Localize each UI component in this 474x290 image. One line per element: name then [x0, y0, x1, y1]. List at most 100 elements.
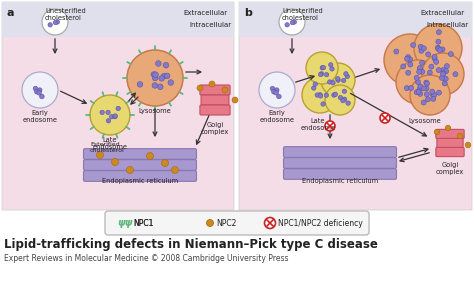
Circle shape	[285, 23, 289, 27]
Circle shape	[418, 84, 423, 89]
Circle shape	[152, 75, 158, 81]
Circle shape	[168, 80, 173, 85]
Circle shape	[222, 87, 228, 93]
Circle shape	[418, 66, 422, 70]
Circle shape	[445, 125, 451, 131]
Text: Lipid-trafficking defects in Niemann–Pick type C disease: Lipid-trafficking defects in Niemann–Pic…	[4, 238, 378, 251]
Bar	[239, 2, 472, 37]
Circle shape	[419, 48, 424, 53]
FancyBboxPatch shape	[83, 171, 197, 181]
Circle shape	[344, 72, 348, 76]
Circle shape	[437, 30, 441, 35]
Circle shape	[324, 93, 328, 97]
Circle shape	[448, 52, 453, 57]
Circle shape	[319, 94, 323, 98]
Circle shape	[127, 166, 134, 173]
FancyBboxPatch shape	[437, 138, 463, 148]
Text: a: a	[7, 8, 15, 18]
Circle shape	[33, 86, 38, 91]
Circle shape	[341, 78, 346, 83]
Circle shape	[420, 69, 425, 74]
Text: Endoplasmic reticulum: Endoplasmic reticulum	[302, 178, 378, 184]
Circle shape	[414, 75, 419, 80]
Circle shape	[111, 159, 118, 166]
Circle shape	[429, 64, 434, 69]
Circle shape	[113, 115, 117, 119]
Text: Endoplasmic reticulum: Endoplasmic reticulum	[102, 178, 178, 184]
Circle shape	[311, 86, 316, 90]
Circle shape	[153, 72, 158, 77]
Circle shape	[345, 74, 349, 79]
Circle shape	[417, 69, 422, 74]
Circle shape	[441, 68, 446, 72]
Circle shape	[320, 66, 325, 70]
Circle shape	[436, 45, 440, 50]
Circle shape	[321, 66, 326, 70]
Circle shape	[408, 57, 412, 62]
Text: Intracellular: Intracellular	[190, 22, 232, 28]
Circle shape	[106, 110, 110, 115]
Circle shape	[318, 93, 322, 97]
Circle shape	[440, 47, 445, 52]
Circle shape	[346, 101, 350, 105]
Circle shape	[436, 39, 441, 44]
Circle shape	[40, 94, 44, 99]
Circle shape	[341, 99, 345, 103]
Circle shape	[424, 92, 429, 97]
Text: Lysosome: Lysosome	[138, 108, 172, 114]
Circle shape	[410, 75, 450, 115]
Circle shape	[406, 55, 410, 59]
Circle shape	[424, 80, 429, 85]
Circle shape	[259, 72, 295, 108]
Circle shape	[441, 71, 446, 76]
Circle shape	[113, 114, 118, 118]
Circle shape	[431, 96, 436, 101]
Circle shape	[325, 121, 335, 131]
Circle shape	[159, 76, 164, 81]
Circle shape	[432, 93, 437, 97]
Circle shape	[146, 153, 154, 160]
Circle shape	[319, 72, 323, 77]
Circle shape	[292, 20, 297, 24]
FancyBboxPatch shape	[283, 147, 396, 157]
Circle shape	[22, 72, 58, 108]
Circle shape	[419, 60, 425, 65]
Circle shape	[306, 52, 338, 84]
Text: Late
endosome: Late endosome	[92, 137, 128, 150]
FancyBboxPatch shape	[201, 95, 229, 105]
Circle shape	[279, 9, 305, 35]
Text: Esterified
cholesterol: Esterified cholesterol	[90, 142, 125, 153]
Circle shape	[421, 100, 426, 105]
Circle shape	[324, 72, 329, 77]
Circle shape	[436, 46, 441, 51]
FancyBboxPatch shape	[436, 129, 464, 139]
Circle shape	[151, 72, 156, 77]
Circle shape	[55, 20, 60, 24]
Text: ψψ: ψψ	[117, 218, 133, 228]
Circle shape	[443, 76, 448, 81]
Circle shape	[436, 68, 441, 72]
Circle shape	[325, 85, 355, 115]
FancyBboxPatch shape	[200, 85, 230, 95]
Text: Golgi
complex: Golgi complex	[201, 122, 229, 135]
Circle shape	[274, 88, 279, 93]
Text: Unesterified
cholesterol: Unesterified cholesterol	[282, 8, 323, 21]
Text: NPC2: NPC2	[216, 218, 237, 227]
Circle shape	[424, 86, 429, 91]
Circle shape	[270, 86, 275, 91]
Circle shape	[421, 86, 427, 91]
Circle shape	[42, 9, 68, 35]
Circle shape	[163, 62, 169, 68]
Circle shape	[434, 129, 440, 135]
FancyBboxPatch shape	[105, 211, 369, 235]
Circle shape	[426, 52, 431, 57]
Text: NPC1/NPC2 deficiency: NPC1/NPC2 deficiency	[278, 218, 363, 227]
Circle shape	[414, 24, 462, 72]
Circle shape	[416, 79, 420, 85]
Circle shape	[232, 97, 238, 103]
FancyBboxPatch shape	[83, 160, 197, 170]
Circle shape	[127, 50, 183, 106]
Circle shape	[434, 59, 439, 64]
Circle shape	[100, 110, 104, 115]
Circle shape	[453, 72, 458, 77]
